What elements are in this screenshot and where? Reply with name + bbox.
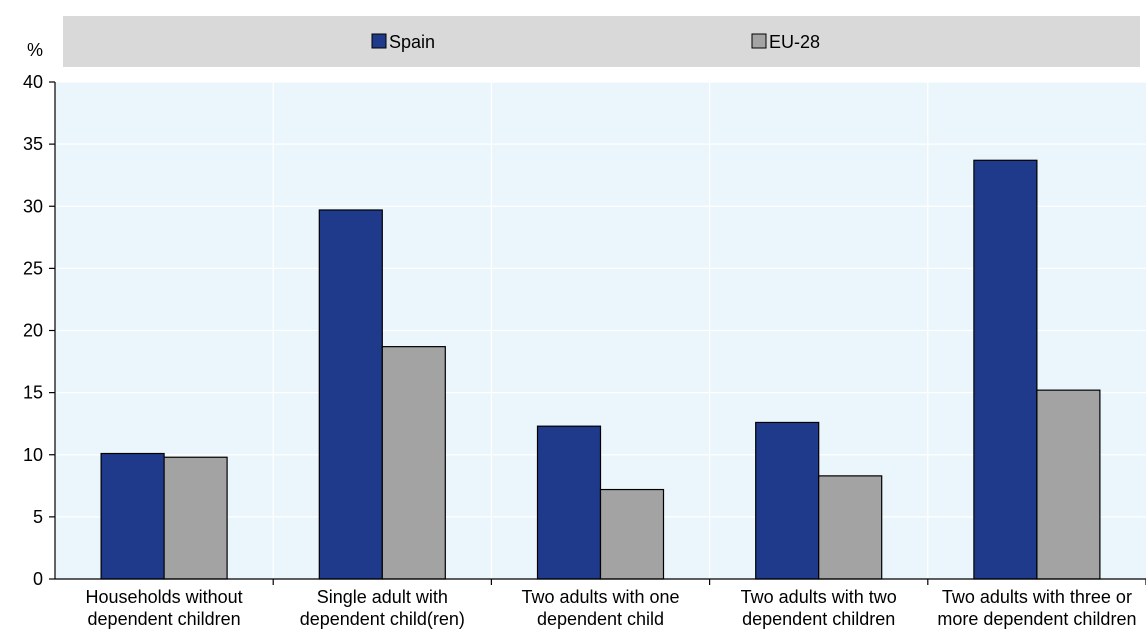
x-category-label: Two adults with three or more dependent c… [937, 587, 1136, 629]
bar-spain-4 [755, 421, 820, 580]
y-tick-label: 40 [23, 72, 43, 92]
category-labels: Households without dependent children Sing… [86, 587, 1137, 629]
bar-eu-28-4 [818, 475, 883, 580]
bar-eu-28-5 [1036, 389, 1101, 580]
y-tick-label: 30 [23, 196, 43, 216]
bar-eu-28-3 [599, 488, 665, 580]
bar-eu-28-1 [163, 456, 228, 580]
bar-eu-28-2 [381, 346, 446, 580]
legend-band [63, 16, 1140, 67]
bar-spain-1 [100, 452, 165, 580]
bar-spain-3 [536, 425, 602, 580]
legend-label-spain: Spain [389, 32, 435, 52]
y-axis-unit-label: % [27, 40, 43, 60]
y-tick-label: 35 [23, 134, 43, 154]
legend-swatch-spain [371, 33, 387, 49]
y-tick-label: 20 [23, 321, 43, 341]
x-category-label: Single adult with dependent child(ren) [300, 587, 465, 629]
y-tick-label: 15 [23, 383, 43, 403]
y-tick-label: 0 [33, 569, 43, 589]
bar-spain-2 [318, 209, 383, 580]
legend: Spain EU-28 [371, 32, 820, 52]
legend-swatch-eu28 [751, 33, 767, 49]
y-axis-ticks: 0 5 10 15 20 25 30 35 40 [23, 72, 55, 589]
y-tick-label: 10 [23, 445, 43, 465]
bar-spain-5 [973, 159, 1038, 580]
bars [100, 159, 1101, 580]
y-tick-label: 5 [33, 507, 43, 527]
x-axis-ticks [272, 579, 1146, 585]
x-category-label: Two adults with one dependent child [521, 587, 679, 629]
y-tick-label: 25 [23, 258, 43, 278]
legend-label-eu28: EU-28 [769, 32, 820, 52]
x-category-label: Two adults with two dependent children [741, 587, 897, 629]
x-category-label: Households without dependent children [86, 587, 243, 629]
